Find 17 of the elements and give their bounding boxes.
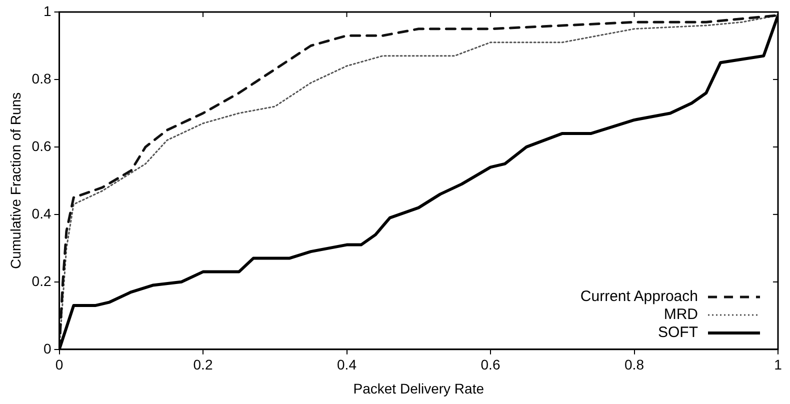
y-axis-title: Cumulative Fraction of Runs	[7, 92, 24, 270]
x-tick-label: 0	[55, 356, 64, 373]
y-tick-label: 0.6	[32, 138, 52, 154]
legend-label: MRD	[664, 306, 698, 324]
y-tick-label: 1	[43, 2, 52, 19]
legend-label: SOFT	[658, 324, 698, 342]
x-axis-title: Packet Delivery Rate	[353, 380, 484, 396]
y-tick-label: 0	[43, 340, 52, 356]
y-tick-label: 0.2	[32, 272, 52, 289]
x-tick-label: 0.4	[337, 356, 357, 373]
y-tick-label: 0.8	[32, 70, 52, 86]
legend-label: Current Approach	[580, 288, 698, 306]
x-tick-label: 1	[774, 356, 782, 373]
y-tick-label: 0.4	[32, 205, 52, 222]
x-tick-label: 0.6	[480, 356, 500, 373]
x-tick-label: 0.8	[624, 356, 644, 373]
x-tick-label: 0.2	[193, 356, 213, 373]
